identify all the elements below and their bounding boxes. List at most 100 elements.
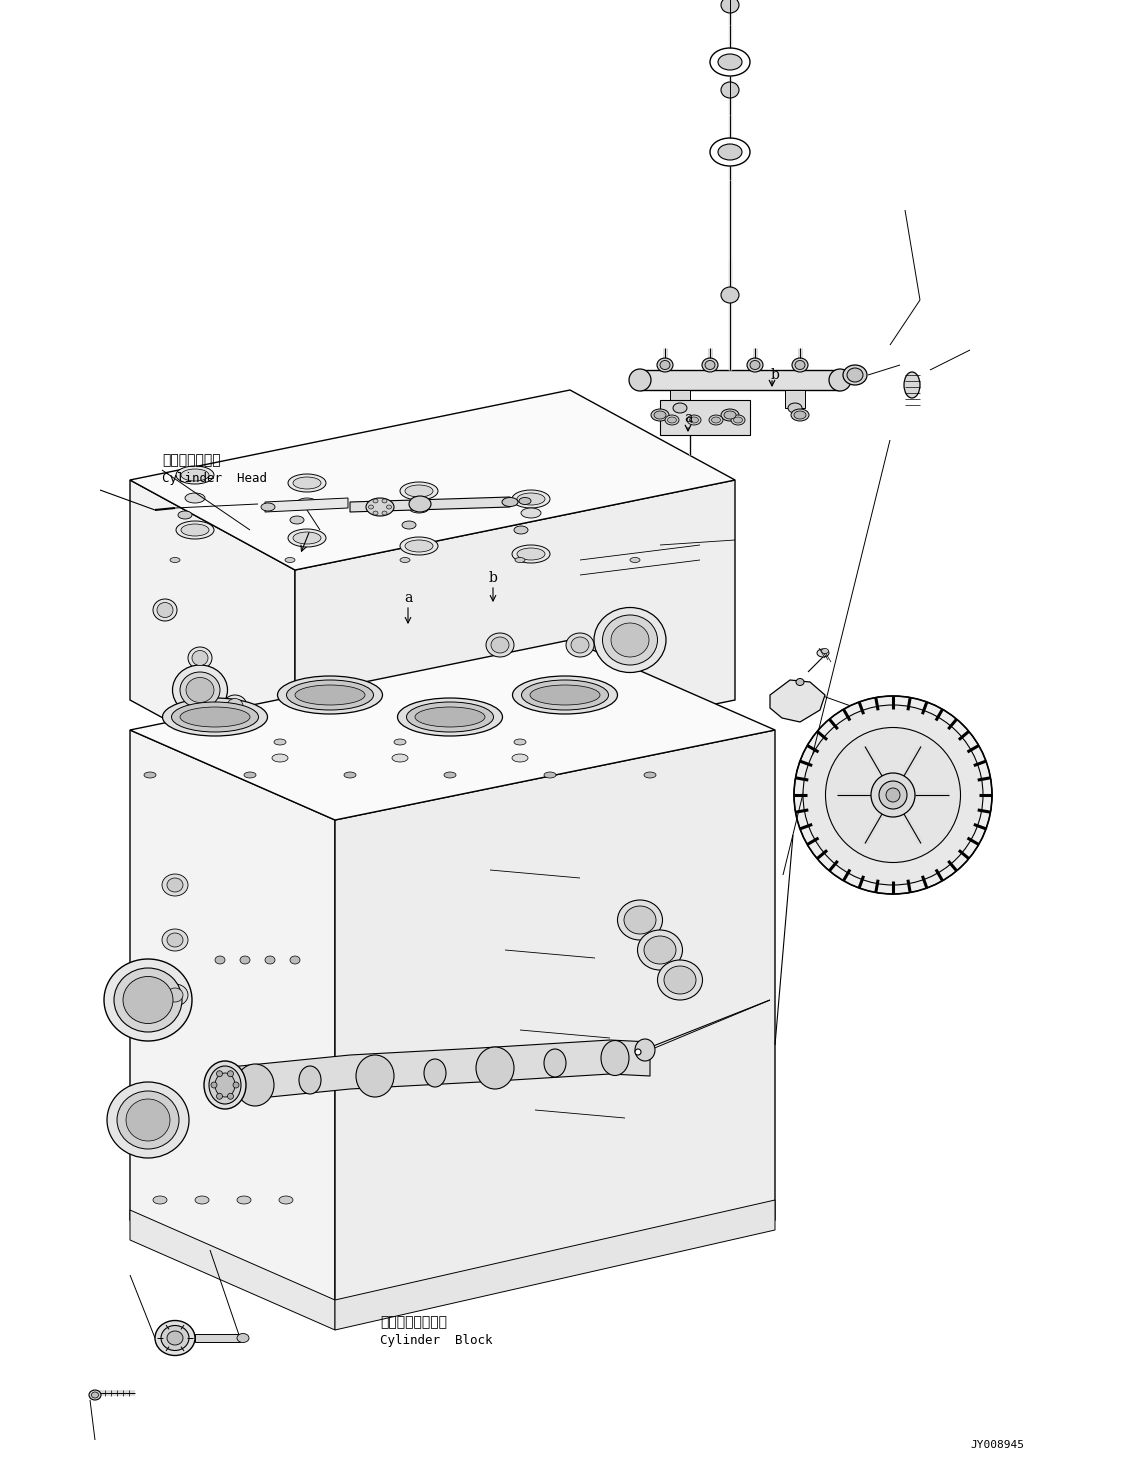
- Ellipse shape: [718, 54, 742, 70]
- Ellipse shape: [155, 1321, 195, 1356]
- Ellipse shape: [398, 698, 503, 736]
- Ellipse shape: [521, 679, 608, 710]
- Ellipse shape: [181, 524, 208, 536]
- Ellipse shape: [630, 558, 640, 562]
- Ellipse shape: [400, 482, 438, 500]
- Ellipse shape: [382, 500, 387, 503]
- Ellipse shape: [186, 678, 214, 703]
- Ellipse shape: [171, 701, 258, 732]
- Ellipse shape: [167, 1331, 184, 1346]
- Ellipse shape: [651, 409, 668, 421]
- Ellipse shape: [386, 506, 392, 508]
- Ellipse shape: [366, 498, 394, 516]
- Ellipse shape: [644, 771, 656, 779]
- Ellipse shape: [240, 955, 250, 964]
- Ellipse shape: [161, 1325, 189, 1350]
- Ellipse shape: [796, 678, 804, 685]
- Ellipse shape: [170, 558, 180, 562]
- Ellipse shape: [215, 955, 225, 964]
- Ellipse shape: [512, 489, 550, 508]
- Ellipse shape: [114, 969, 182, 1031]
- Ellipse shape: [634, 1039, 655, 1061]
- Ellipse shape: [153, 599, 177, 621]
- Ellipse shape: [829, 370, 851, 392]
- Ellipse shape: [167, 988, 184, 1002]
- Ellipse shape: [795, 361, 806, 370]
- Ellipse shape: [516, 558, 525, 562]
- Ellipse shape: [724, 411, 736, 419]
- Ellipse shape: [517, 548, 545, 560]
- Ellipse shape: [821, 649, 828, 653]
- Ellipse shape: [571, 637, 589, 653]
- Ellipse shape: [233, 1083, 239, 1088]
- Ellipse shape: [871, 773, 915, 817]
- Ellipse shape: [667, 416, 676, 424]
- Ellipse shape: [634, 1049, 641, 1055]
- Ellipse shape: [731, 415, 746, 425]
- Ellipse shape: [794, 411, 806, 419]
- Ellipse shape: [356, 1055, 394, 1097]
- Polygon shape: [640, 370, 840, 390]
- Text: a: a: [403, 592, 412, 605]
- Ellipse shape: [265, 955, 275, 964]
- Ellipse shape: [673, 403, 687, 413]
- Polygon shape: [335, 730, 775, 1311]
- Ellipse shape: [237, 1197, 252, 1204]
- Ellipse shape: [290, 516, 304, 524]
- Ellipse shape: [407, 701, 494, 732]
- Ellipse shape: [519, 498, 531, 504]
- Ellipse shape: [661, 361, 670, 370]
- Ellipse shape: [295, 685, 365, 706]
- Ellipse shape: [409, 495, 431, 511]
- Polygon shape: [195, 1334, 240, 1343]
- Ellipse shape: [400, 538, 438, 555]
- Ellipse shape: [544, 771, 556, 779]
- Text: シリンダブロック: シリンダブロック: [380, 1315, 448, 1330]
- Polygon shape: [335, 1199, 775, 1330]
- Ellipse shape: [92, 1392, 99, 1398]
- Ellipse shape: [409, 503, 429, 513]
- Ellipse shape: [227, 698, 242, 713]
- Ellipse shape: [664, 966, 696, 993]
- Ellipse shape: [514, 526, 528, 535]
- Polygon shape: [770, 679, 825, 722]
- Ellipse shape: [826, 728, 961, 862]
- Ellipse shape: [665, 415, 679, 425]
- Ellipse shape: [180, 707, 250, 728]
- Ellipse shape: [603, 615, 657, 665]
- Ellipse shape: [638, 931, 682, 970]
- Ellipse shape: [104, 958, 191, 1042]
- Ellipse shape: [687, 415, 701, 425]
- Ellipse shape: [216, 1093, 222, 1099]
- Ellipse shape: [705, 361, 715, 370]
- Ellipse shape: [123, 976, 173, 1024]
- Ellipse shape: [287, 679, 374, 710]
- Ellipse shape: [176, 522, 214, 539]
- Ellipse shape: [215, 1072, 235, 1097]
- Ellipse shape: [611, 622, 649, 657]
- Polygon shape: [130, 481, 295, 790]
- Ellipse shape: [415, 707, 485, 728]
- Ellipse shape: [373, 511, 378, 516]
- Ellipse shape: [404, 541, 433, 552]
- Ellipse shape: [180, 672, 220, 709]
- Polygon shape: [130, 730, 335, 1311]
- Ellipse shape: [228, 1093, 233, 1099]
- Ellipse shape: [185, 492, 205, 503]
- Ellipse shape: [162, 929, 188, 951]
- Ellipse shape: [228, 1071, 233, 1077]
- Polygon shape: [130, 1210, 335, 1330]
- Ellipse shape: [188, 647, 212, 669]
- Ellipse shape: [817, 649, 829, 657]
- Ellipse shape: [709, 415, 723, 425]
- Ellipse shape: [261, 503, 275, 511]
- Ellipse shape: [176, 466, 214, 484]
- Ellipse shape: [843, 365, 867, 386]
- Ellipse shape: [373, 500, 378, 503]
- Ellipse shape: [223, 695, 247, 717]
- Ellipse shape: [721, 409, 739, 421]
- Ellipse shape: [286, 558, 295, 562]
- Ellipse shape: [288, 473, 326, 492]
- Ellipse shape: [153, 1197, 167, 1204]
- Ellipse shape: [491, 637, 509, 653]
